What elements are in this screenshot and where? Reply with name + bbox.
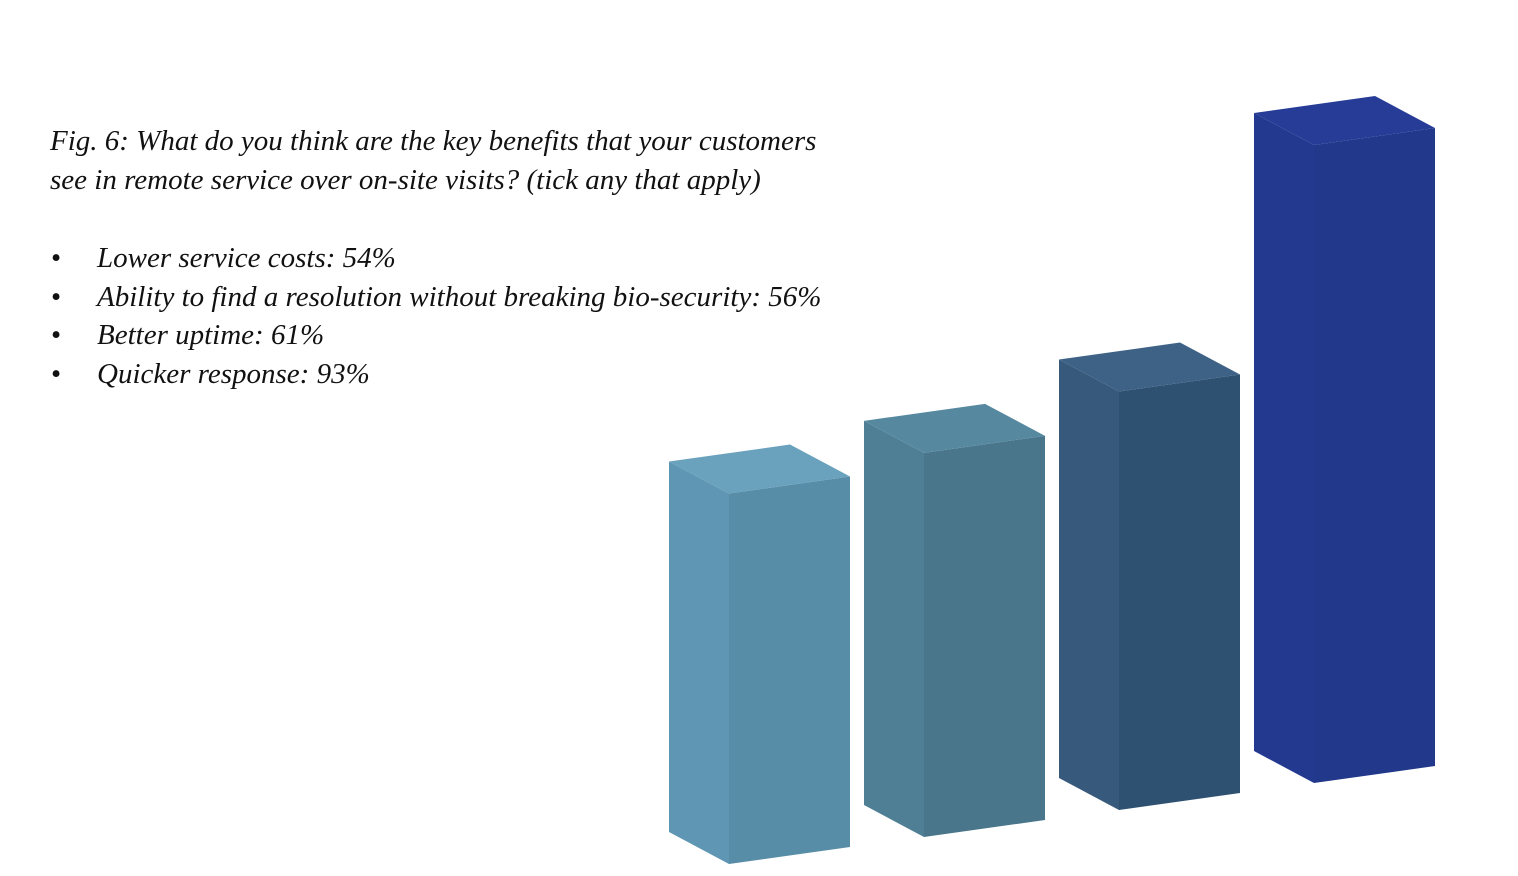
- list-item: • Lower service costs: 54%: [50, 239, 821, 278]
- bar-4: [1254, 96, 1435, 783]
- bar-side-face: [864, 420, 924, 837]
- bar-top-face: [1059, 342, 1240, 392]
- figure-caption: Fig. 6: What do you think are the key be…: [50, 122, 930, 200]
- bar-2: [864, 403, 1045, 837]
- bar-front-face: [1119, 374, 1240, 810]
- list-item-text: Ability to find a resolution without bre…: [97, 280, 822, 313]
- bullet-icon: •: [51, 280, 62, 313]
- list-item: • Quicker response: 93%: [50, 355, 821, 394]
- list-item-text: Lower service costs: 54%: [97, 242, 396, 274]
- bar-side-face: [1059, 359, 1119, 810]
- bar-top-face: [669, 444, 850, 494]
- bullet-icon: •: [51, 242, 62, 274]
- bullet-icon: •: [51, 319, 62, 351]
- bar-3: [1059, 342, 1240, 810]
- caption-line-1: Fig. 6: What do you think are the key be…: [50, 125, 817, 157]
- list-item-text: Better uptime: 61%: [97, 319, 325, 351]
- list-item: • Better uptime: 61%: [50, 316, 821, 355]
- bar-front-face: [924, 435, 1045, 837]
- caption-line-2: see in remote service over on-site visit…: [50, 164, 761, 196]
- benefits-list: • Lower service costs: 54% • Ability to fi…: [50, 239, 821, 393]
- bar-side-face: [1254, 113, 1314, 783]
- bar-front-face: [729, 476, 850, 864]
- bullet-icon: •: [51, 357, 62, 390]
- bar-1: [669, 444, 850, 864]
- bar-front-face: [1314, 128, 1435, 783]
- list-item-text: Quicker response: 93%: [97, 357, 370, 390]
- bar-side-face: [669, 461, 729, 864]
- bar-top-face: [864, 403, 1045, 453]
- list-item: • Ability to find a resolution without br…: [50, 278, 821, 317]
- bar-top-face: [1254, 96, 1435, 146]
